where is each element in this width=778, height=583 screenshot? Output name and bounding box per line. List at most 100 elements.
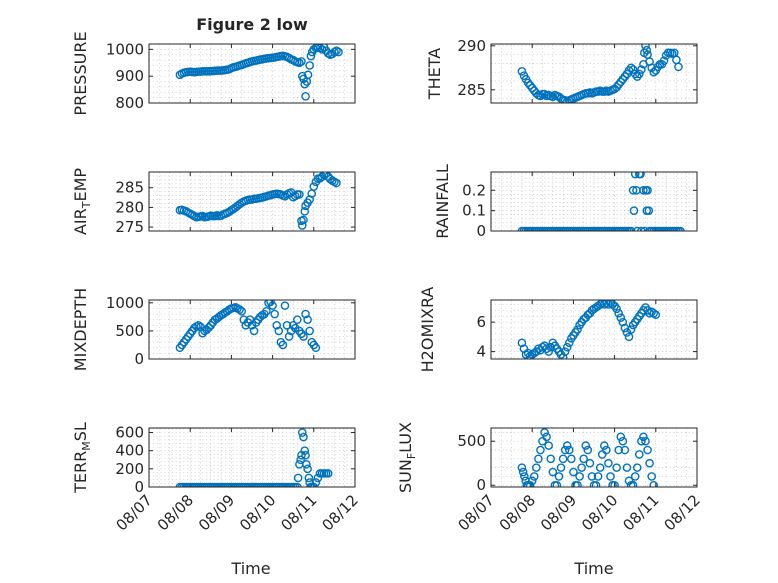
y-tick-label: 290 [457, 37, 486, 55]
data-point [527, 476, 537, 486]
y-tick-label: 0 [134, 478, 144, 496]
data-point [520, 472, 529, 481]
data-point [579, 454, 589, 464]
data-point [542, 432, 551, 442]
data-point [674, 62, 683, 72]
data-point [600, 300, 609, 309]
axis-box-1 [148, 43, 356, 104]
data-point [525, 480, 535, 487]
data-series-6 [517, 300, 661, 359]
data-point [630, 472, 640, 481]
data-point [600, 441, 609, 450]
data-point [301, 91, 310, 101]
data-series-2 [517, 44, 683, 103]
data-point [628, 186, 638, 195]
data-point [643, 445, 652, 455]
axis-box-2 [490, 43, 698, 104]
data-point [624, 332, 634, 342]
y-tick-label: 285 [457, 81, 486, 99]
data-point [618, 436, 628, 446]
data-point [544, 347, 553, 356]
y-axis-label-4: RAINFALL [433, 164, 452, 239]
data-point [639, 432, 648, 442]
data-point [293, 473, 303, 483]
data-point [284, 53, 294, 63]
y-tick-label: 275 [115, 218, 144, 236]
subplot-6: 4 6 H2OMIXRA [418, 287, 698, 373]
data-point [546, 342, 556, 352]
x-axis-label-right: Time [573, 559, 613, 578]
y-axis-label-7: TERRMSL [71, 422, 93, 494]
data-point [302, 460, 311, 469]
data-point [573, 480, 582, 487]
data-point [303, 70, 313, 80]
data-point [645, 458, 654, 468]
data-point [562, 441, 572, 450]
data-point [556, 463, 566, 472]
data-point [641, 44, 650, 51]
y-axis-label-8: SUNFLUX [396, 422, 418, 493]
data-point [643, 186, 652, 195]
data-point [319, 172, 329, 180]
data-point [204, 323, 214, 332]
y-tick-label: 0 [476, 476, 486, 494]
data-point [629, 206, 639, 215]
axis-box-3 [148, 171, 356, 232]
data-point [595, 300, 605, 309]
data-point [637, 65, 646, 74]
data-point [297, 428, 307, 437]
data-point [300, 446, 310, 455]
data-point [641, 436, 650, 446]
data-point [595, 463, 605, 472]
data-point [249, 326, 259, 336]
y-tick-label: 4 [476, 343, 486, 361]
y-axis-label-3: AIRTEMP [71, 168, 93, 235]
data-point [544, 441, 553, 450]
data-point [536, 445, 545, 455]
data-point [647, 472, 656, 481]
y-axis-label-6: H2OMIXRA [418, 287, 437, 373]
axis-box-5 [148, 299, 356, 360]
y-tick-label: 1000 [106, 40, 144, 58]
data-point [636, 172, 645, 179]
data-point [604, 300, 613, 309]
data-point [612, 463, 621, 472]
data-point [637, 436, 646, 446]
y-axis-label-5: MIXDEPTH [71, 288, 90, 371]
data-point [284, 332, 294, 341]
data-point [651, 310, 661, 320]
y-tick-label: 200 [115, 460, 144, 478]
y-tick-label: 500 [457, 432, 486, 450]
y-tick-label: 280 [115, 198, 144, 216]
data-point [604, 458, 613, 468]
data-point [642, 45, 652, 55]
data-point [297, 221, 307, 230]
data-point [560, 96, 570, 103]
data-point [235, 305, 244, 314]
data-point [649, 480, 659, 487]
data-point [290, 191, 300, 201]
data-point [295, 190, 304, 199]
data-point [538, 342, 547, 352]
data-point [311, 343, 321, 353]
figure-title: Figure 2 low [196, 15, 308, 34]
data-point [297, 57, 306, 66]
data-point [517, 463, 527, 472]
subplot-4: 0 0.1 0.2 RAINFALL [433, 164, 698, 240]
data-point [630, 172, 640, 179]
y-tick-label: 0 [476, 222, 486, 240]
data-point [552, 480, 562, 487]
data-point [534, 454, 543, 464]
data-point [573, 325, 582, 334]
y-tick-label: 500 [115, 322, 144, 340]
data-point [303, 464, 312, 474]
data-point [330, 47, 339, 57]
data-point [645, 308, 654, 318]
data-point [309, 45, 319, 54]
data-point [274, 326, 284, 336]
data-point [268, 301, 277, 310]
y-axis-label-1: PRESSURE [71, 31, 90, 115]
data-point [548, 467, 558, 477]
